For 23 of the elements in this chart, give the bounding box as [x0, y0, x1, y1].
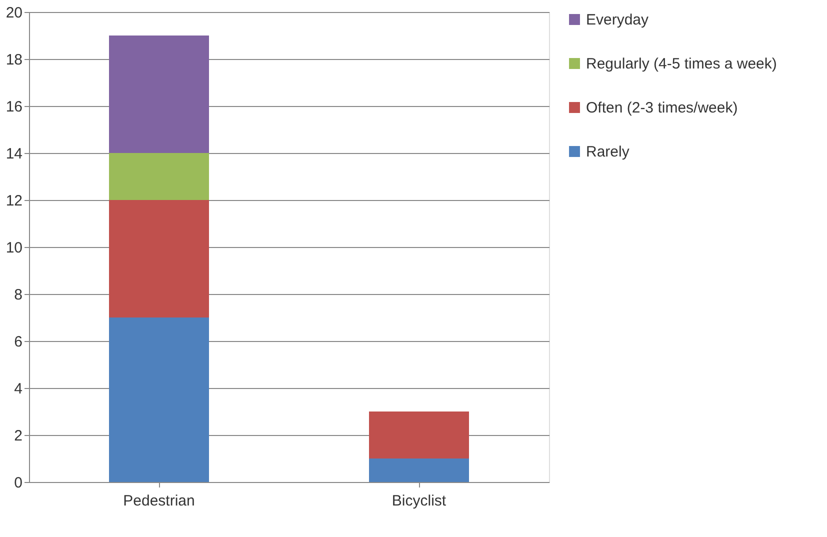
bar: [109, 36, 209, 153]
y-tick-label: 2: [14, 428, 22, 444]
x-tick-label: Pedestrian: [123, 492, 195, 510]
y-tick-label: 20: [6, 4, 22, 22]
y-tick-label: 12: [6, 192, 22, 210]
y-tick-label: 0: [14, 474, 22, 492]
y-tick-label: 18: [6, 52, 22, 68]
y-tick-label: 6: [14, 334, 22, 350]
y-tick-label: 16: [6, 98, 22, 116]
bar: [109, 200, 209, 318]
legend-label: Rarely: [586, 144, 630, 160]
y-tick-label: 10: [6, 240, 22, 256]
legend-label: Regularly (4-5 times a week): [586, 56, 777, 72]
y-tick-label: 4: [14, 380, 22, 398]
y-tick-label: 8: [14, 286, 22, 304]
legend-label: Often (2-3 times/week): [586, 100, 738, 116]
y-tick-label: 14: [6, 146, 22, 162]
bar: [109, 318, 209, 482]
legend-label: Everyday: [586, 12, 650, 28]
x-tick-label: Bicyclist: [392, 492, 447, 510]
bar: [369, 412, 469, 458]
bar: [109, 153, 209, 200]
bar: [369, 458, 469, 482]
